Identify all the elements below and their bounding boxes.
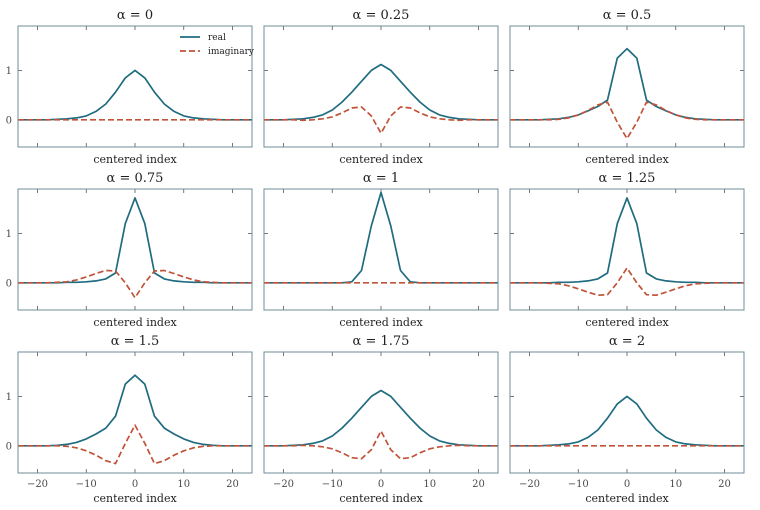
x-tick-label: 10 xyxy=(669,479,682,490)
series-real-line xyxy=(18,374,252,447)
plot-frame xyxy=(509,25,745,148)
x-tick-label: 20 xyxy=(718,479,731,490)
subplot-title: α = 0.25 xyxy=(353,8,410,23)
series-real-line xyxy=(510,395,744,447)
x-tick-label: 0 xyxy=(132,479,138,490)
series-real-line xyxy=(510,47,744,121)
subplot-title: α = 1.75 xyxy=(353,334,410,349)
y-tick-label: 1 xyxy=(6,229,12,240)
x-tick-label: −20 xyxy=(27,479,48,490)
subplot-6: α = 1.25 centered index xyxy=(509,171,745,329)
y-tick-label: 1 xyxy=(6,392,12,403)
x-axis-label: centered index xyxy=(339,153,423,166)
x-axis-label: centered index xyxy=(585,316,669,329)
x-tick-label: 20 xyxy=(226,479,239,490)
y-tick-label: 0 xyxy=(6,115,12,126)
x-tick-label: 20 xyxy=(472,479,485,490)
subplot-7: α = 1.5 centered index −20 −10 0 10 20 0 1 xyxy=(6,334,253,505)
series-real-line xyxy=(18,197,252,284)
series-imaginary-line xyxy=(18,269,252,299)
subplot-3: α = 0.5 centered index xyxy=(509,8,745,166)
plot-frame xyxy=(509,351,745,474)
series-imaginary-line xyxy=(264,106,498,135)
legend-imaginary-label: imaginary xyxy=(208,47,255,57)
subplot-8: α = 1.75 centered index −20 −10 0 10 20 xyxy=(263,334,499,505)
subplot-title: α = 0.5 xyxy=(603,8,652,23)
series-imaginary-line xyxy=(18,424,252,465)
y-tick-label: 0 xyxy=(6,278,12,289)
legend-real-label: real xyxy=(208,33,226,43)
series-imaginary-line xyxy=(510,267,744,297)
subplot-title: α = 0.75 xyxy=(107,171,164,186)
subplot-9: α = 2 centered index −20 −10 0 10 20 xyxy=(509,334,745,505)
y-tick-label: 0 xyxy=(6,441,12,452)
series-real-line xyxy=(264,389,498,447)
series-real-line xyxy=(264,191,498,284)
x-axis-label: centered index xyxy=(93,316,177,329)
x-tick-label: −20 xyxy=(273,479,294,490)
x-axis-label: centered index xyxy=(339,492,423,505)
y-tick-label: 1 xyxy=(6,66,12,77)
x-axis-label: centered index xyxy=(339,316,423,329)
x-axis-label: centered index xyxy=(93,492,177,505)
x-tick-label: −10 xyxy=(76,479,97,490)
plot-frame xyxy=(17,188,253,311)
subplot-title: α = 1 xyxy=(363,171,399,186)
series-real-line xyxy=(264,63,498,121)
x-tick-label: −10 xyxy=(568,479,589,490)
series-imaginary-line xyxy=(264,430,498,460)
plot-frame xyxy=(17,25,253,148)
x-axis-label: centered index xyxy=(585,153,669,166)
subplot-5: α = 1 centered index xyxy=(263,171,499,329)
x-axis-label: centered index xyxy=(585,492,669,505)
legend: real imaginary xyxy=(180,33,255,57)
plot-frame xyxy=(263,25,499,148)
series-real-line xyxy=(510,197,744,284)
subplot-2: α = 0.25 centered index xyxy=(263,8,499,166)
series-imaginary-line xyxy=(510,101,744,140)
x-tick-label: −20 xyxy=(519,479,540,490)
plot-frame xyxy=(17,351,253,474)
subplot-4: α = 0.75 centered index 0 1 xyxy=(6,171,253,329)
x-tick-label: 0 xyxy=(624,479,630,490)
plot-frame xyxy=(263,188,499,311)
subplot-title: α = 0 xyxy=(117,8,153,23)
subplot-title: α = 1.5 xyxy=(111,334,160,349)
plot-frame xyxy=(509,188,745,311)
x-tick-label: 0 xyxy=(378,479,384,490)
plot-frame xyxy=(263,351,499,474)
subplot-1: α = 0 centered index 0 1 real imaginary xyxy=(6,8,255,166)
x-tick-label: −10 xyxy=(322,479,343,490)
x-tick-label: 10 xyxy=(423,479,436,490)
x-tick-label: 10 xyxy=(177,479,190,490)
subplot-title: α = 2 xyxy=(609,334,645,349)
x-axis-label: centered index xyxy=(93,153,177,166)
series-real-line xyxy=(18,69,252,121)
subplot-title: α = 1.25 xyxy=(599,171,656,186)
